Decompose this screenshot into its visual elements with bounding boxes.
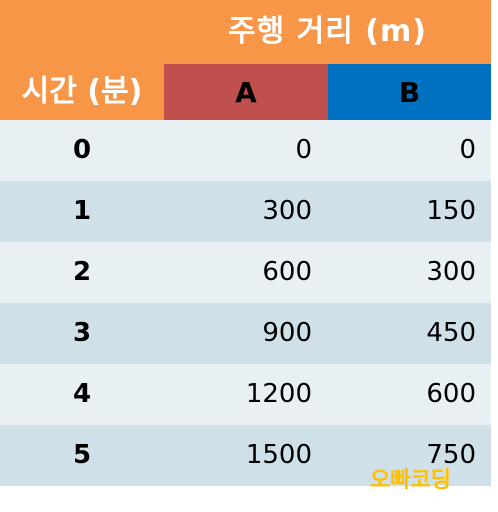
distance-b-cell: 750 bbox=[426, 440, 476, 470]
distance-b-cell: 450 bbox=[426, 318, 476, 348]
table-row: 5 1500 750 bbox=[0, 425, 491, 486]
time-cell: 1 bbox=[72, 196, 92, 226]
table-row: 1 300 150 bbox=[0, 181, 491, 242]
distance-b-cell: 0 bbox=[459, 135, 476, 165]
table-title: 주행 거리 (m) bbox=[228, 14, 427, 49]
table-row: 3 900 450 bbox=[0, 303, 491, 364]
watermark-text: 오빠코딩 bbox=[370, 468, 451, 493]
table-row: 4 1200 600 bbox=[0, 364, 491, 425]
distance-a-cell: 1500 bbox=[245, 440, 312, 470]
table-header-top: 주행 거리 (m) bbox=[0, 0, 491, 64]
time-cell: 2 bbox=[72, 257, 92, 287]
time-cell: 3 bbox=[72, 318, 92, 348]
distance-a-cell: 600 bbox=[262, 257, 312, 287]
table-row: 0 0 0 bbox=[0, 120, 491, 181]
column-b-header: B bbox=[328, 64, 491, 120]
time-cell: 4 bbox=[72, 379, 92, 409]
column-a-header: A bbox=[164, 64, 328, 120]
distance-a-cell: 1200 bbox=[245, 379, 312, 409]
time-column-header: 시간 (분) bbox=[0, 64, 164, 120]
distance-a-cell: 0 bbox=[295, 135, 312, 165]
distance-b-cell: 600 bbox=[426, 379, 476, 409]
distance-b-cell: 300 bbox=[426, 257, 476, 287]
table-row: 2 600 300 bbox=[0, 242, 491, 303]
distance-a-cell: 300 bbox=[262, 196, 312, 226]
distance-a-cell: 900 bbox=[262, 318, 312, 348]
distance-b-cell: 150 bbox=[426, 196, 476, 226]
time-cell: 5 bbox=[72, 440, 92, 470]
time-cell: 0 bbox=[72, 135, 92, 165]
